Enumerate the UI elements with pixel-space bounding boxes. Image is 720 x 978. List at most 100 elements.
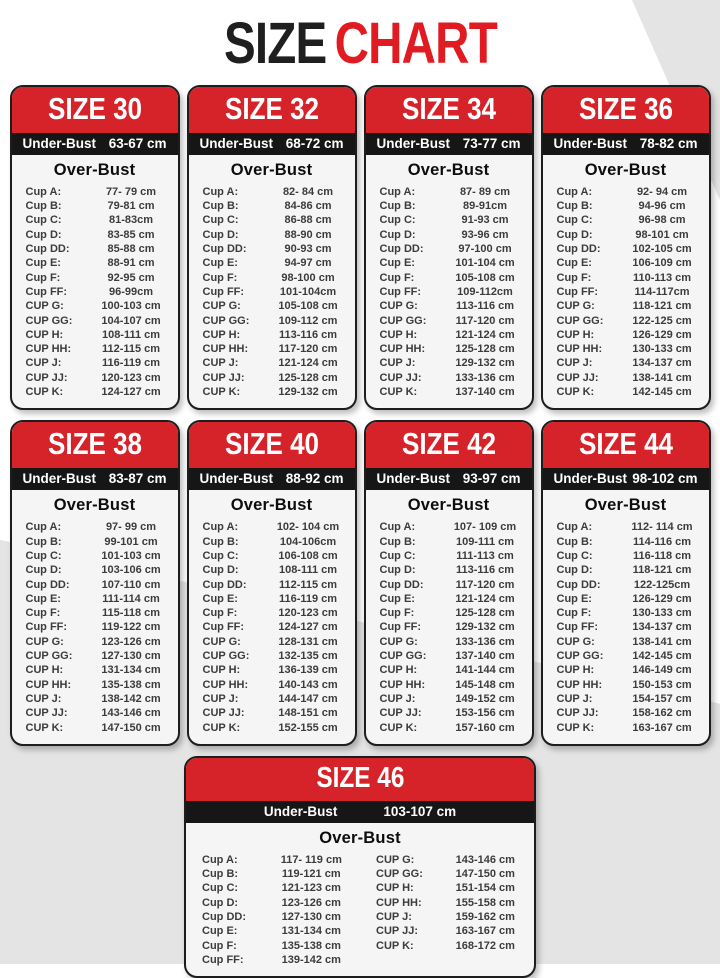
cup-label: Cup F: bbox=[25, 271, 61, 284]
cup-label: CUP J: bbox=[202, 357, 239, 370]
size-card-header: SIZE 38 bbox=[11, 422, 178, 469]
cup-value: 87- 89 cm bbox=[459, 185, 511, 198]
title-word-size: SIZE bbox=[223, 11, 327, 76]
cup-row: Cup E: 88-91 cm bbox=[12, 256, 178, 270]
size-card-header: SIZE 30 bbox=[11, 86, 178, 133]
cup-row: CUP H: 136-139 cm bbox=[189, 663, 355, 677]
cup-value: 105-108 cm bbox=[455, 271, 515, 284]
cup-value: 104-106cm bbox=[279, 535, 337, 548]
cup-row: Cup C: 96-98 cm bbox=[543, 213, 709, 227]
cup-column: Cup A: 77- 79 cm Cup B: 79-81 cm Cup C: … bbox=[12, 185, 178, 399]
cup-value: 129-132 cm bbox=[278, 386, 338, 399]
cup-column: Cup A: 107- 109 cm Cup B: 109-111 cm Cup… bbox=[366, 520, 532, 734]
cup-label: Cup B: bbox=[556, 535, 593, 548]
cup-row: CUP G: 105-108 cm bbox=[189, 299, 355, 313]
size-card-title: SIZE 46 bbox=[315, 761, 405, 794]
cup-label: CUP K: bbox=[556, 386, 595, 399]
cup-value: 81-83cm bbox=[108, 214, 154, 227]
cup-row: Cup A: 97- 99 cm bbox=[12, 520, 178, 534]
under-bust-bar: Under-Bust 63-67 cm bbox=[11, 132, 178, 155]
cup-label: CUP JJ: bbox=[376, 925, 418, 938]
size-card-title: SIZE 36 bbox=[578, 90, 673, 126]
cup-label: Cup F: bbox=[202, 939, 237, 952]
cup-value: 113-116 cm bbox=[455, 564, 515, 577]
cup-label: Cup C: bbox=[25, 549, 62, 562]
cup-label: CUP H: bbox=[379, 664, 418, 677]
cup-row: Cup C: 86-88 cm bbox=[189, 213, 355, 227]
cup-value: 98-100 cm bbox=[281, 271, 335, 284]
cup-value: 122-125 cm bbox=[632, 314, 692, 327]
cup-label: Cup D: bbox=[556, 228, 593, 241]
cup-value: 153-156 cm bbox=[455, 707, 515, 720]
cup-value: 117- 119 cm bbox=[280, 853, 342, 866]
cup-value: 125-128 cm bbox=[455, 607, 515, 620]
cup-row: Cup D: 88-90 cm bbox=[189, 228, 355, 242]
cup-label: Cup C: bbox=[202, 214, 239, 227]
cup-label: Cup FF: bbox=[202, 285, 245, 298]
cup-label: Cup FF: bbox=[556, 285, 599, 298]
cup-row: CUP JJ: 158-162 cm bbox=[543, 706, 709, 720]
cup-row: Cup F: 105-108 cm bbox=[366, 271, 532, 285]
cup-columns: Cup A: 117- 119 cm Cup B: 119-121 cm Cup… bbox=[186, 853, 534, 967]
cup-row: Cup FF: 134-137 cm bbox=[543, 620, 709, 634]
size-card-body: Over-Bust Cup A: 87- 89 cm Cup B: 89-91c… bbox=[366, 155, 532, 408]
cup-row: Cup DD: 112-115 cm bbox=[189, 578, 355, 592]
cup-label: CUP J: bbox=[25, 357, 62, 370]
cup-label: CUP K: bbox=[556, 721, 595, 734]
cup-row: CUP J: 154-157 cm bbox=[543, 692, 709, 706]
cup-value: 89-91cm bbox=[462, 200, 508, 213]
cup-row: Cup A: 92- 94 cm bbox=[543, 185, 709, 199]
under-bust-label: Under-Bust bbox=[199, 471, 274, 487]
cup-label: Cup D: bbox=[202, 564, 239, 577]
cup-label: Cup DD: bbox=[202, 243, 247, 256]
cup-row: Cup B: 84-86 cm bbox=[189, 199, 355, 213]
size-card-title: SIZE 32 bbox=[224, 90, 319, 126]
cup-row: Cup DD: 107-110 cm bbox=[12, 578, 178, 592]
cup-label: CUP K: bbox=[25, 721, 64, 734]
cup-value: 106-109 cm bbox=[632, 257, 692, 270]
cup-row: Cup DD: 117-120 cm bbox=[366, 578, 532, 592]
cup-value: 96-98 cm bbox=[638, 214, 686, 227]
size-card: SIZE 46 Under-Bust 103-107 cm Over-Bust … bbox=[184, 755, 536, 978]
cup-value: 86-88 cm bbox=[284, 214, 332, 227]
size-card-title: SIZE 40 bbox=[224, 426, 319, 462]
cup-row: Cup D: 118-121 cm bbox=[543, 563, 709, 577]
cup-label: Cup B: bbox=[25, 535, 62, 548]
cup-value: 126-129 cm bbox=[632, 592, 692, 605]
size-card-header: SIZE 40 bbox=[188, 422, 355, 469]
cup-value: 147-150 cm bbox=[455, 868, 515, 881]
cup-row: CUP G: 113-116 cm bbox=[366, 299, 532, 313]
cup-label: Cup FF: bbox=[25, 621, 68, 634]
cup-value: 107- 109 cm bbox=[453, 521, 517, 534]
cup-label: CUP K: bbox=[376, 939, 414, 952]
cup-value: 150-153 cm bbox=[632, 678, 692, 691]
cup-row: CUP G: 100-103 cm bbox=[12, 299, 178, 313]
cup-value: 143-146 cm bbox=[101, 707, 161, 720]
cup-value: 102-105 cm bbox=[632, 243, 692, 256]
cup-row: CUP G: 133-136 cm bbox=[366, 635, 532, 649]
cup-label: Cup C: bbox=[556, 549, 593, 562]
cup-label: Cup FF: bbox=[379, 621, 422, 634]
cup-label: Cup A: bbox=[202, 185, 239, 198]
cup-row: Cup D: 98-101 cm bbox=[543, 228, 709, 242]
cup-value: 154-157 cm bbox=[632, 692, 692, 705]
cup-row: Cup F: 115-118 cm bbox=[12, 606, 178, 620]
cup-column: Cup A: 92- 94 cm Cup B: 94-96 cm Cup C: … bbox=[543, 185, 709, 399]
cup-value: 130-133 cm bbox=[632, 343, 692, 356]
cup-label: Cup A: bbox=[379, 185, 416, 198]
cup-row: CUP JJ: 125-128 cm bbox=[189, 371, 355, 385]
cup-label: Cup DD: bbox=[25, 578, 70, 591]
cup-row: Cup B: 109-111 cm bbox=[366, 535, 532, 549]
cup-value: 98-101 cm bbox=[635, 228, 689, 241]
cup-label: Cup E: bbox=[379, 257, 415, 270]
cup-row: CUP GG: 142-145 cm bbox=[543, 649, 709, 663]
cup-value: 127-130 cm bbox=[101, 650, 161, 663]
cup-row: CUP G: 143-146 cm bbox=[360, 853, 534, 867]
cup-row: Cup E: 111-114 cm bbox=[12, 592, 178, 606]
cup-label: Cup E: bbox=[202, 925, 238, 938]
cup-row: CUP HH: 117-120 cm bbox=[189, 342, 355, 356]
cup-label: CUP H: bbox=[202, 664, 241, 677]
cup-label: CUP H: bbox=[25, 328, 64, 341]
cup-label: CUP J: bbox=[556, 357, 593, 370]
cup-row: CUP HH: 130-133 cm bbox=[543, 342, 709, 356]
